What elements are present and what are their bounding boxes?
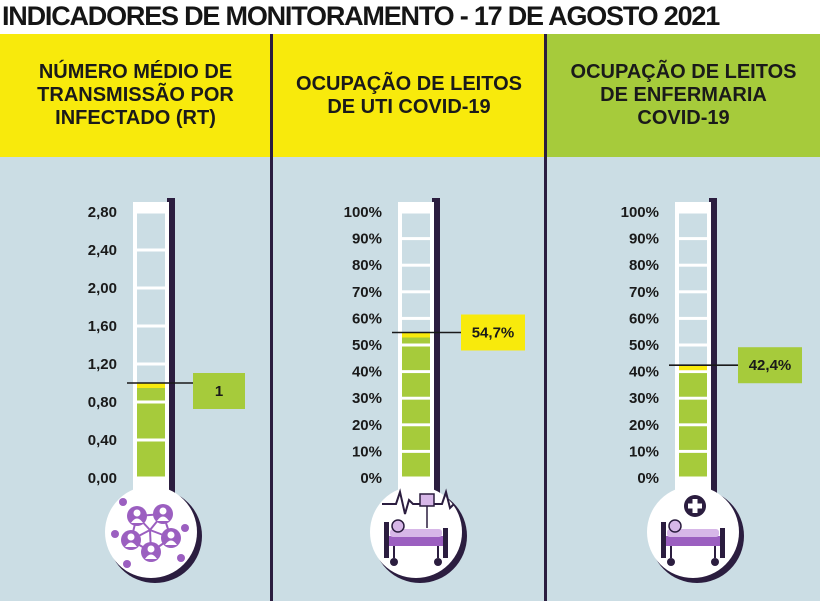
value-label-box — [461, 314, 525, 351]
tick-label: 2,40 — [88, 242, 117, 259]
fill-segment — [679, 426, 707, 450]
panel-header-uti: OCUPAÇÃO DE LEITOS DE UTI COVID-19 — [273, 34, 545, 157]
tick-label: 10% — [629, 443, 659, 460]
panel-divider — [544, 34, 547, 601]
tube-cell — [402, 293, 430, 317]
thermometer-uti: 0% 10% 20% 30% 40% 50% 60% 70% 80% 90% 100% 54,7% — [344, 198, 525, 583]
tube-cell — [679, 213, 707, 238]
fill-segment — [679, 373, 707, 397]
tube-cell — [679, 319, 707, 344]
fill-segment — [137, 441, 165, 477]
thermometer-enfermaria: 0% 10% 20% 30% 40% 50% 60% 70% 80% 90% 100% 42,4% — [621, 198, 802, 583]
tick-label: 70% — [629, 284, 659, 301]
value-label-box — [193, 373, 245, 409]
panel-rt: NÚMERO MÉDIO DE TRANSMISSÃO POR INFECTAD… — [0, 34, 271, 601]
tick-label: 1,60 — [88, 318, 117, 335]
panel-enfermaria: OCUPAÇÃO DE LEITOS DE ENFERMARIA COVID-1… — [547, 34, 820, 601]
tick-label: 50% — [352, 337, 382, 354]
tube-cell — [137, 251, 165, 287]
tick-label: 60% — [629, 310, 659, 327]
fill-segment — [402, 373, 430, 397]
tick-label: 60% — [352, 310, 382, 327]
tick-label: 0,00 — [88, 470, 117, 487]
tick-label: 90% — [629, 231, 659, 248]
tick-label: 2,00 — [88, 280, 117, 297]
tick-label: 90% — [352, 231, 382, 248]
indicator-board: NÚMERO MÉDIO DE TRANSMISSÃO POR INFECTAD… — [0, 34, 820, 601]
tick-label: 1,20 — [88, 356, 117, 373]
fill-level-cap — [679, 365, 707, 371]
people-network-icon — [111, 498, 189, 568]
tick-label: 50% — [629, 337, 659, 354]
tick-label: 70% — [352, 284, 382, 301]
tube-cell — [402, 213, 430, 238]
tick-label: 0,40 — [88, 432, 117, 449]
tube-cell — [137, 327, 165, 363]
panel-divider — [270, 34, 273, 601]
tube-cell — [679, 346, 707, 371]
tick-label: 0,80 — [88, 394, 117, 411]
tick-label: 20% — [629, 417, 659, 434]
tick-label: 40% — [629, 364, 659, 381]
value-label: 1 — [215, 383, 223, 400]
icu-bed-heartbeat-icon — [382, 488, 455, 566]
tick-label: 100% — [344, 204, 382, 221]
thermometer-rt: 0,00 0,40 0,80 1,20 1,60 2,00 2,40 2,80 1 — [88, 198, 245, 583]
fill-segment — [137, 388, 165, 401]
fill-segment — [402, 399, 430, 424]
tube-shadow — [432, 198, 440, 532]
value-label-box — [738, 347, 802, 384]
fill-segment — [402, 426, 430, 450]
tube-cell — [402, 240, 430, 264]
fill-segment — [402, 337, 430, 344]
tube-cell — [137, 213, 165, 249]
fill-segment — [679, 452, 707, 477]
tick-label: 0% — [637, 470, 659, 487]
fill-segment — [402, 346, 430, 371]
panel-header-rt: NÚMERO MÉDIO DE TRANSMISSÃO POR INFECTAD… — [0, 34, 271, 157]
fill-segment — [137, 403, 165, 439]
fill-segment — [679, 399, 707, 424]
tick-label: 10% — [352, 443, 382, 460]
tick-label: 80% — [352, 257, 382, 274]
tick-label: 20% — [352, 417, 382, 434]
panel-uti: OCUPAÇÃO DE LEITOS DE UTI COVID-19 0% 10%… — [273, 34, 545, 601]
tick-label: 2,80 — [88, 204, 117, 221]
tick-label: 0% — [360, 470, 382, 487]
tube-cell — [679, 266, 707, 291]
fill-level-cap — [137, 383, 165, 388]
tube-shadow — [167, 198, 175, 532]
hospital-bed-cross-icon — [661, 495, 725, 566]
tick-label: 30% — [352, 390, 382, 407]
fill-level-cap — [402, 332, 430, 338]
fill-segment — [402, 452, 430, 477]
value-label: 42,4% — [749, 357, 792, 374]
tick-label: 100% — [621, 204, 659, 221]
tube-cell — [402, 266, 430, 291]
tick-label: 30% — [629, 390, 659, 407]
tube-cell — [679, 293, 707, 317]
tube-cell — [137, 289, 165, 325]
tick-label: 80% — [629, 257, 659, 274]
tube-cell — [679, 240, 707, 264]
value-label: 54,7% — [472, 324, 515, 341]
panel-header-enfermaria: OCUPAÇÃO DE LEITOS DE ENFERMARIA COVID-1… — [547, 34, 820, 157]
page-title: INDICADORES DE MONITORAMENTO - 17 DE AGO… — [2, 1, 720, 31]
tick-label: 40% — [352, 364, 382, 381]
